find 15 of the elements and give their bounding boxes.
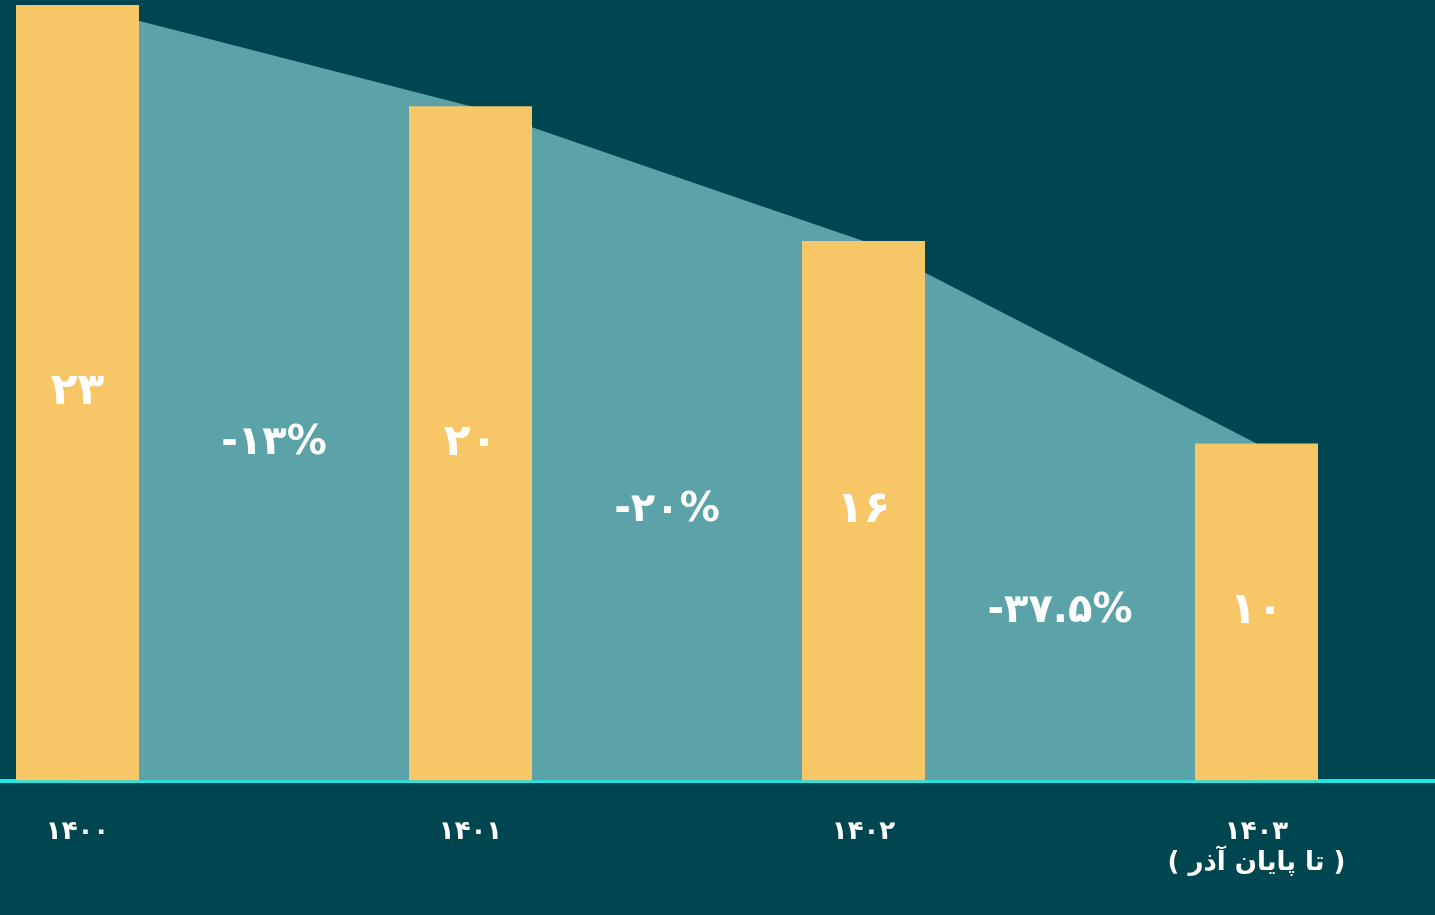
bar (802, 241, 926, 781)
annotation: -۱۳% (221, 416, 327, 463)
annotation: -۲۰% (614, 484, 720, 531)
x-tick-label: ۱۴۰۱ (438, 814, 503, 845)
x-tick-label: ۱۴۰۲ (831, 814, 896, 845)
data-label: ۱۰ (1229, 582, 1284, 634)
x-tick-label: ۱۴۰۳ ( تا پایان آذر ) (1167, 814, 1346, 877)
annotation: -۳۷.۵% (987, 585, 1133, 632)
bar (409, 106, 533, 781)
data-label: ۱۶ (836, 481, 891, 533)
data-label: ۲۳ (50, 363, 105, 415)
x-tick-label: ۱۴۰۰ (45, 814, 110, 845)
bar (1194, 443, 1319, 781)
data-label: ۲۰ (443, 413, 498, 465)
bar (16, 5, 140, 781)
